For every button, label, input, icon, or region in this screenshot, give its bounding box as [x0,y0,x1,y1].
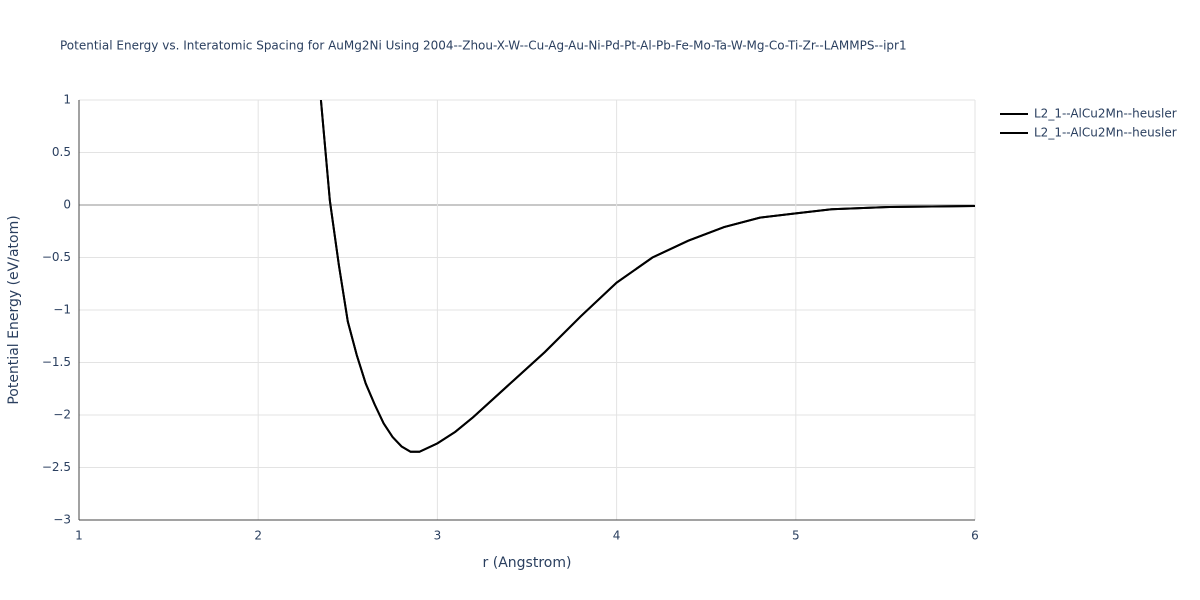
y-tick-label: 0 [63,198,71,212]
line-series [319,100,975,453]
legend-label: L2_1--AlCu2Mn--heusler [1034,126,1177,140]
chart-title: Potential Energy vs. Interatomic Spacing… [60,39,907,53]
y-tick-label: −2.5 [42,460,71,474]
x-tick-label: 6 [971,529,979,543]
y-axis-title: Potential Energy (eV/atom) [6,215,22,404]
x-tick-label: 5 [792,529,800,543]
x-tick-label: 2 [254,529,262,543]
legend-label: L2_1--AlCu2Mn--heusler [1034,107,1177,121]
x-axis-title: r (Angstrom) [483,555,572,571]
x-tick-label: 3 [434,529,442,543]
y-tick-label: −2 [53,408,71,422]
y-tick-label: −3 [53,513,71,527]
x-tick-label: 4 [613,529,621,543]
y-tick-label: −1 [53,303,71,317]
y-tick-label: −1.5 [42,355,71,369]
x-tick-label: 1 [75,529,83,543]
y-tick-label: −0.5 [42,250,71,264]
y-tick-label: 1 [63,93,71,107]
y-tick-label: 0.5 [52,145,71,159]
